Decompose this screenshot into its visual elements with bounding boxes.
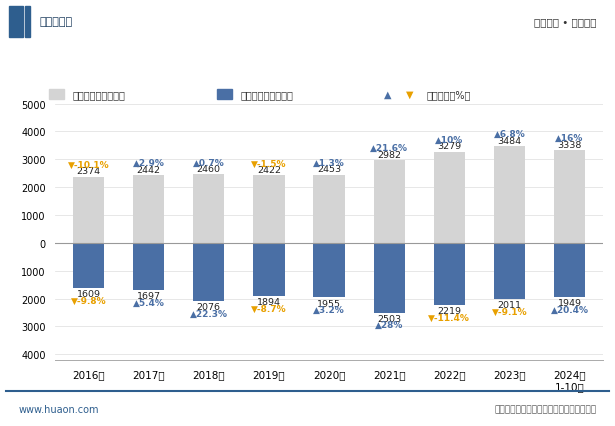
Text: ▲22.3%: ▲22.3% (190, 309, 228, 318)
Bar (554, 243, 585, 297)
Text: 1949: 1949 (558, 299, 582, 308)
Text: 1955: 1955 (317, 299, 341, 308)
Text: 1894: 1894 (257, 297, 281, 306)
Text: ▲21.6%: ▲21.6% (370, 144, 408, 153)
Bar (373, 243, 405, 313)
Text: ▲20.4%: ▲20.4% (550, 305, 589, 314)
Text: 2374: 2374 (76, 167, 100, 176)
Text: ▲6.8%: ▲6.8% (494, 130, 525, 139)
Text: www.huaon.com: www.huaon.com (18, 404, 99, 414)
Bar (314, 243, 344, 298)
Text: 1697: 1697 (137, 292, 161, 301)
Text: 2442: 2442 (137, 165, 161, 174)
Text: ▲3.2%: ▲3.2% (313, 305, 345, 314)
Text: ▼-10.1%: ▼-10.1% (68, 161, 109, 170)
Text: 2422: 2422 (257, 166, 281, 175)
Text: 2460: 2460 (197, 165, 221, 174)
Text: ▲0.7%: ▲0.7% (193, 158, 224, 167)
Text: 2011: 2011 (498, 300, 522, 309)
Text: 出口总额（亿美元）: 出口总额（亿美元） (73, 90, 125, 100)
Text: ▼-9.8%: ▼-9.8% (71, 296, 106, 305)
Text: 3338: 3338 (557, 140, 582, 149)
Bar (253, 243, 285, 296)
Text: 2503: 2503 (377, 314, 401, 323)
Bar (25, 7, 30, 38)
Text: ▲10%: ▲10% (435, 135, 464, 144)
Text: 同比增速（%）: 同比增速（%） (426, 90, 471, 100)
Bar (253, 176, 285, 243)
Bar (434, 243, 465, 305)
Text: 2219: 2219 (437, 306, 461, 315)
Text: ▲5.4%: ▲5.4% (133, 298, 165, 307)
Text: 数据来源：中国海关；华经产业研究院整理: 数据来源：中国海关；华经产业研究院整理 (494, 404, 597, 413)
Text: ▼-9.1%: ▼-9.1% (491, 307, 527, 316)
Bar (9, 7, 23, 38)
Text: 3484: 3484 (498, 136, 522, 145)
Bar (193, 175, 224, 243)
Text: ▼-1.5%: ▼-1.5% (251, 159, 287, 168)
Text: ▲1.3%: ▲1.3% (313, 158, 345, 167)
Text: 2076: 2076 (197, 302, 221, 311)
Text: 2453: 2453 (317, 165, 341, 174)
Bar (193, 243, 224, 301)
Text: ▼-11.4%: ▼-11.4% (429, 313, 470, 322)
Bar (554, 150, 585, 243)
Bar (494, 147, 525, 243)
Bar (133, 243, 164, 291)
Text: ▲: ▲ (384, 90, 392, 100)
Bar (434, 152, 465, 243)
Text: 3279: 3279 (437, 142, 461, 151)
Text: 1609: 1609 (76, 289, 100, 298)
Text: ▲2.9%: ▲2.9% (133, 158, 165, 168)
Text: ▼: ▼ (406, 90, 413, 100)
Bar (216, 89, 232, 100)
Bar (133, 176, 164, 243)
Text: 专业严谨 • 客观科学: 专业严谨 • 客观科学 (534, 17, 597, 27)
Text: ▲16%: ▲16% (555, 134, 584, 143)
Text: ▼-8.7%: ▼-8.7% (251, 304, 287, 313)
Bar (49, 89, 65, 100)
Text: 2982: 2982 (377, 150, 401, 159)
Bar (373, 161, 405, 243)
Bar (314, 175, 344, 243)
Text: 2016-2024年10月深圳经济特区进、出口额: 2016-2024年10月深圳经济特区进、出口额 (172, 56, 443, 74)
Bar (494, 243, 525, 299)
Bar (73, 243, 104, 288)
Text: 进口总额（亿美元）: 进口总额（亿美元） (240, 90, 293, 100)
Text: 华经情报网: 华经情报网 (40, 17, 73, 27)
Text: ▲28%: ▲28% (375, 321, 403, 330)
Bar (73, 177, 104, 243)
